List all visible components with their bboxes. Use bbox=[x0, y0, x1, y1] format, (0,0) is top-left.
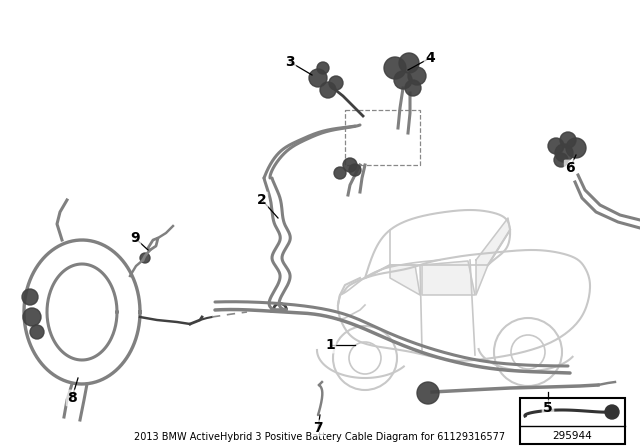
Text: 9: 9 bbox=[130, 231, 140, 245]
Circle shape bbox=[560, 132, 576, 148]
Polygon shape bbox=[476, 218, 510, 295]
Bar bbox=[345, 110, 420, 165]
Circle shape bbox=[22, 289, 38, 305]
Circle shape bbox=[554, 153, 568, 167]
Text: 7: 7 bbox=[313, 421, 323, 435]
Circle shape bbox=[555, 144, 573, 162]
Circle shape bbox=[417, 382, 439, 404]
Circle shape bbox=[309, 69, 327, 87]
Text: 3: 3 bbox=[285, 55, 295, 69]
Circle shape bbox=[140, 253, 150, 263]
Text: 4: 4 bbox=[425, 51, 435, 65]
Text: 6: 6 bbox=[565, 161, 575, 175]
Circle shape bbox=[405, 80, 421, 96]
Circle shape bbox=[408, 67, 426, 85]
Text: 2: 2 bbox=[257, 193, 267, 207]
Circle shape bbox=[30, 325, 44, 339]
Text: 2013 BMW ActiveHybrid 3 Positive Battery Cable Diagram for 61129316577: 2013 BMW ActiveHybrid 3 Positive Battery… bbox=[134, 432, 506, 442]
Circle shape bbox=[394, 71, 412, 89]
Circle shape bbox=[548, 138, 564, 154]
Text: 295944: 295944 bbox=[552, 431, 593, 441]
Circle shape bbox=[384, 57, 406, 79]
Circle shape bbox=[329, 76, 343, 90]
Text: 1: 1 bbox=[325, 338, 335, 352]
Circle shape bbox=[605, 405, 619, 419]
Bar bbox=[520, 398, 625, 444]
Polygon shape bbox=[390, 265, 420, 295]
Text: 5: 5 bbox=[543, 401, 553, 415]
Circle shape bbox=[334, 167, 346, 179]
Polygon shape bbox=[422, 261, 475, 295]
Circle shape bbox=[349, 164, 361, 176]
Circle shape bbox=[399, 53, 419, 73]
Circle shape bbox=[343, 158, 357, 172]
Circle shape bbox=[566, 138, 586, 158]
Text: 8: 8 bbox=[67, 391, 77, 405]
Circle shape bbox=[320, 82, 336, 98]
Circle shape bbox=[317, 62, 329, 74]
Circle shape bbox=[23, 308, 41, 326]
